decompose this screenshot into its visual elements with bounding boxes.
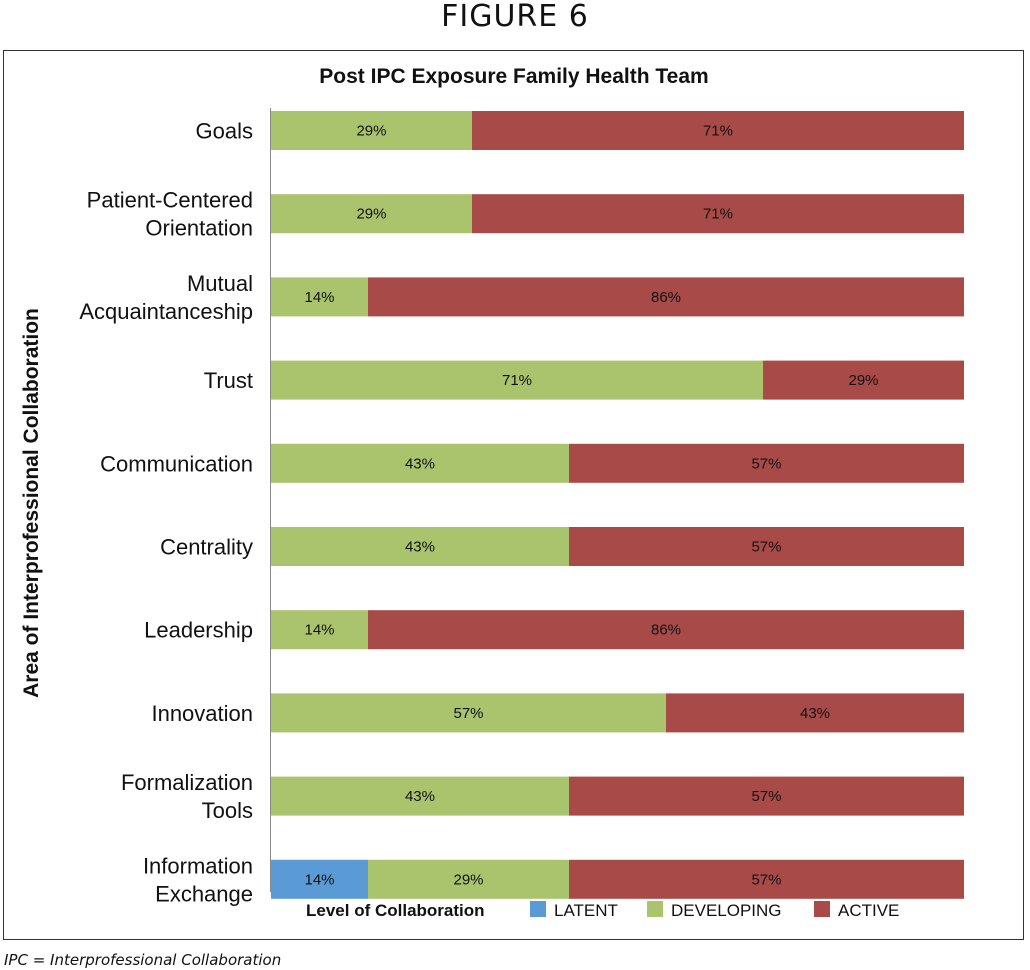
category-label: Centrality	[160, 535, 253, 560]
footnote: IPC = Interprofessional Collaboration	[4, 951, 282, 969]
category-label: Communication	[100, 451, 253, 476]
category-labels-group: Goals Patient-Centered Orientation Mutual Ac…	[79, 119, 253, 907]
bar-developing	[271, 693, 667, 733]
bar-value-label: 86%	[651, 289, 681, 306]
bar-developing	[271, 111, 472, 150]
legend-swatch-developing	[647, 901, 663, 917]
bar-active	[368, 277, 964, 317]
bar-active	[568, 776, 964, 816]
y-axis-label: Area of Interprofessional Collaboration	[20, 308, 43, 698]
bar-value-label: 29%	[848, 372, 878, 389]
legend-label-active: ACTIVE	[838, 901, 899, 920]
bar-value-label: 43%	[405, 539, 435, 556]
bar-active	[763, 360, 964, 400]
category-label: Formalization Tools	[121, 770, 253, 823]
figure-label: FIGURE 6	[441, 0, 589, 34]
category-label: Mutual Acquaintanceship	[79, 271, 253, 324]
legend-label-developing: DEVELOPING	[671, 901, 782, 920]
bar-value-label: 29%	[453, 871, 483, 888]
bar-active	[471, 111, 964, 150]
legend-label-latent: LATENT	[554, 901, 618, 920]
bar-value-label: 29%	[356, 123, 386, 140]
bar-value-label: 43%	[405, 455, 435, 472]
category-label: Patient-Centered Orientation	[87, 188, 253, 241]
bar-value-label: 43%	[800, 705, 830, 722]
bar-value-label: 86%	[651, 622, 681, 639]
bar-value-label: 71%	[703, 123, 733, 140]
bars-group: 29% 71% 29% 71% 14% 86% 71% 29% 43% 57% 43% 57% 14% 8…	[271, 111, 964, 899]
bar-value-label: 57%	[751, 788, 781, 805]
bar-developing	[271, 360, 764, 400]
legend: Level of Collaboration LATENT DEVELOPING A…	[306, 901, 899, 920]
bar-developing	[368, 859, 569, 899]
bar-developing	[271, 776, 569, 816]
category-label: Goals	[196, 119, 253, 144]
category-label: Innovation	[151, 701, 253, 726]
legend-swatch-active	[814, 901, 830, 917]
bar-value-label: 14%	[304, 289, 334, 306]
bar-value-label: 57%	[751, 539, 781, 556]
bar-developing	[271, 194, 472, 234]
bar-latent	[271, 859, 369, 899]
bar-value-label: 57%	[751, 455, 781, 472]
bar-active	[666, 693, 964, 733]
bar-active	[568, 859, 964, 899]
bar-active	[568, 443, 964, 483]
legend-swatch-latent	[530, 901, 546, 917]
bar-active	[568, 527, 964, 566]
bar-value-label: 57%	[751, 871, 781, 888]
bar-developing	[271, 610, 369, 650]
bar-developing	[271, 527, 569, 566]
bar-developing	[271, 277, 369, 317]
bar-active	[471, 194, 964, 234]
bar-value-label: 57%	[453, 705, 483, 722]
bar-active	[368, 610, 964, 650]
bar-value-label: 14%	[304, 622, 334, 639]
bar-value-label: 71%	[703, 206, 733, 223]
bar-developing	[271, 443, 569, 483]
legend-title: Level of Collaboration	[306, 901, 485, 920]
chart-frame	[3, 50, 1024, 940]
bar-value-label: 71%	[502, 372, 532, 389]
category-label: Trust	[204, 368, 253, 393]
chart-title: Post IPC Exposure Family Health Team	[319, 65, 708, 88]
category-label: Information Exchange	[143, 853, 253, 906]
bar-value-label: 43%	[405, 788, 435, 805]
bar-value-label: 29%	[356, 206, 386, 223]
bar-value-label: 14%	[304, 871, 334, 888]
category-label: Leadership	[144, 618, 253, 643]
